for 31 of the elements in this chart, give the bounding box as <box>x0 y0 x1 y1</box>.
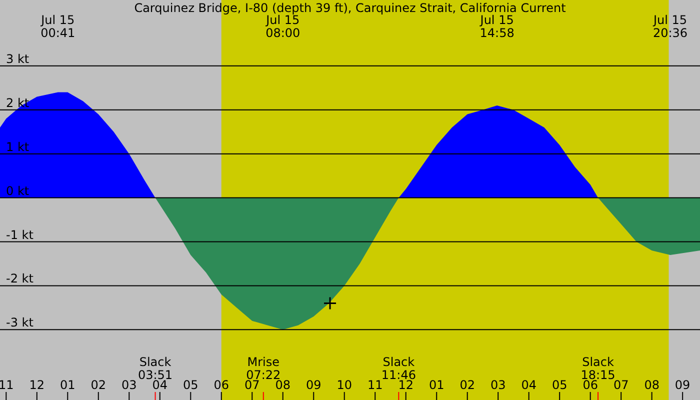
x-tick-label: 12 <box>398 378 414 392</box>
x-tick-label: 08 <box>275 378 291 392</box>
annotation: Jul 15 08:00 <box>265 13 300 40</box>
y-tick-label: 1 kt <box>6 140 30 154</box>
x-tick-label: 05 <box>552 378 568 392</box>
y-tick-label: -3 kt <box>6 316 34 330</box>
x-tick-label: 08 <box>644 378 660 392</box>
x-tick-label: 09 <box>306 378 322 392</box>
x-tick-label: 04 <box>152 378 168 392</box>
x-tick-label: 10 <box>336 378 352 392</box>
x-tick-label: 12 <box>29 378 45 392</box>
x-tick-label: 04 <box>521 378 536 392</box>
x-tick-label: 09 <box>674 378 690 392</box>
y-tick-label: 0 kt <box>6 184 30 198</box>
y-tick-label: 3 kt <box>6 52 30 66</box>
x-tick-label: 02 <box>460 378 475 392</box>
x-tick-label: 11 <box>0 378 14 392</box>
x-tick-label: 07 <box>613 378 629 392</box>
y-tick-label: -1 kt <box>6 228 34 242</box>
x-tick-label: 06 <box>582 378 598 392</box>
annotation: Jul 15 14:58 <box>479 13 514 40</box>
x-tick-label: 05 <box>182 378 198 392</box>
x-tick-label: 03 <box>121 378 137 392</box>
x-tick-label: 07 <box>244 378 260 392</box>
x-tick-label: 01 <box>428 378 444 392</box>
x-tick-label: 02 <box>90 378 106 392</box>
x-tick-label: 11 <box>367 378 383 392</box>
x-tick-label: 03 <box>490 378 506 392</box>
annotation: Jul 15 00:41 <box>40 13 76 40</box>
y-tick-label: -2 kt <box>6 272 34 286</box>
x-tick-label: 01 <box>60 378 76 392</box>
